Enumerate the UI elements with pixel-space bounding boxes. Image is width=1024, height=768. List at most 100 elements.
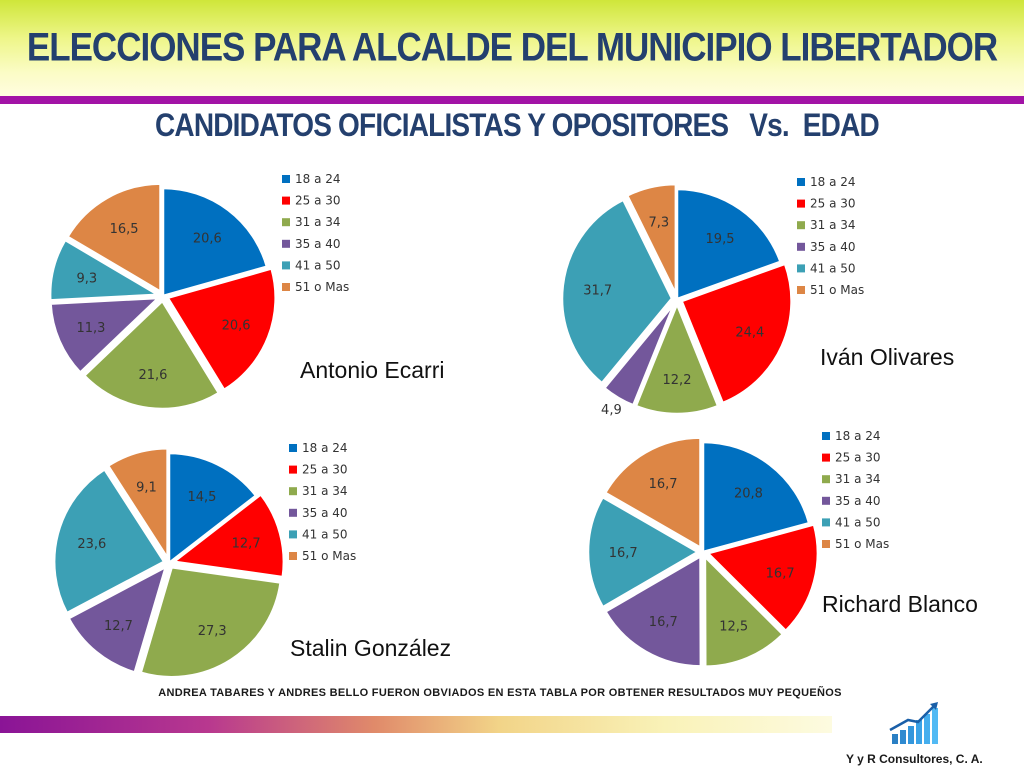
legend-swatch — [822, 432, 830, 440]
pie-slice-51-o-mas — [625, 182, 678, 295]
legend-entry: 25 a 30 — [295, 194, 341, 208]
legend-entry: 25 a 30 — [810, 197, 856, 211]
page-title: ELECCIONES PARA ALCALDE DEL MUNICIPIO LI… — [26, 25, 998, 70]
data-label: 16,7 — [649, 615, 678, 630]
legend-swatch — [797, 178, 805, 186]
pie-slice-41-a-50 — [560, 198, 674, 385]
pie-slice-41-a-50 — [52, 467, 166, 615]
data-label: 12,7 — [104, 619, 133, 634]
candidate-name: Stalin González — [290, 635, 451, 661]
pie-chart-1: 20,6 20,6 21,6 11,3 9,3 16,5 18 a 24 25 a 30 31 … — [48, 172, 444, 411]
data-label: 11,3 — [76, 321, 105, 336]
legend-entry: 51 o Mas — [295, 280, 349, 294]
data-label: 20,6 — [193, 231, 222, 246]
data-label: 16,7 — [649, 477, 678, 492]
data-label: 23,6 — [77, 537, 106, 552]
data-label: 24,4 — [735, 326, 764, 341]
legend-entry: 35 a 40 — [302, 506, 348, 520]
legend-swatch — [822, 540, 830, 548]
data-label: 12,7 — [232, 537, 261, 552]
legend-swatch — [822, 518, 830, 527]
legend-swatch — [797, 264, 805, 273]
legend-swatch — [289, 444, 297, 452]
data-label: 16,7 — [609, 546, 638, 561]
legend-entry: 35 a 40 — [810, 240, 856, 254]
pie-slice-31-a-34 — [634, 300, 720, 416]
legend-entry: 31 a 34 — [835, 472, 881, 486]
pie-slice-51-o-mas — [106, 446, 169, 563]
company-name: Y y R Consultores, C. A. — [846, 752, 983, 766]
legend-swatch — [289, 508, 297, 517]
legend-swatch — [822, 453, 830, 462]
pie-slice-35-a-40 — [602, 302, 676, 407]
legend-entry: 51 o Mas — [835, 537, 889, 551]
pie-chart-3: 14,5 12,7 27,3 12,7 23,6 9,1 18 a 24 25 a 30 31 … — [52, 441, 451, 679]
legend-swatch — [282, 239, 290, 248]
legend-entry: 18 a 24 — [835, 429, 881, 443]
data-label: 12,2 — [663, 373, 692, 388]
pie-slice-18-a-24 — [167, 451, 258, 566]
data-label: 16,5 — [110, 222, 139, 237]
legend-swatch — [282, 283, 290, 291]
pie-slice-18-a-24 — [161, 186, 269, 298]
legend-entry: 41 a 50 — [295, 258, 341, 272]
legend-swatch — [289, 552, 297, 560]
candidate-name: Richard Blanco — [822, 591, 978, 617]
legend-entry: 41 a 50 — [302, 527, 348, 541]
data-label: 27,3 — [198, 624, 227, 639]
data-label: 4,9 — [601, 403, 622, 418]
pie-slice-25-a-30 — [705, 522, 820, 633]
legend-entry: 18 a 24 — [302, 441, 348, 455]
pie-slice-18-a-24 — [701, 440, 811, 554]
data-label: 14,5 — [187, 490, 216, 505]
legend-entry: 41 a 50 — [835, 515, 881, 529]
candidate-name: Antonio Ecarri — [300, 357, 444, 383]
pie-slice-51-o-mas — [603, 436, 702, 550]
legend-entry: 25 a 30 — [302, 463, 348, 477]
legend-swatch — [282, 196, 290, 205]
company-logo-icon — [889, 702, 938, 744]
data-label: 20,8 — [734, 487, 763, 502]
legend-swatch — [822, 496, 830, 505]
pie-slice-41-a-50 — [48, 238, 163, 302]
pie-slice-31-a-34 — [703, 553, 785, 668]
pie-slice-31-a-34 — [82, 298, 221, 411]
legend-entry: 31 a 34 — [810, 218, 856, 232]
pie-slice-51-o-mas — [65, 182, 162, 294]
pie-slice-31-a-34 — [139, 565, 283, 679]
legend-entry: 31 a 34 — [295, 215, 341, 229]
legend-entry: 35 a 40 — [295, 237, 341, 251]
footnote: ANDREA TABARES Y ANDRES BELLO FUERON OBV… — [158, 687, 842, 699]
data-label: 16,7 — [766, 566, 795, 581]
pie-chart-2: 19,5 24,4 12,2 4,9 31,7 7,3 18 a 24 25 a 30 31 a… — [560, 175, 954, 418]
legend-entry: 31 a 34 — [302, 484, 348, 498]
pie-chart-4: 20,8 16,7 12,5 16,7 16,7 16,7 18 a 24 25 a 30 31… — [586, 429, 978, 668]
data-label: 9,1 — [136, 480, 157, 495]
header-divider — [0, 96, 1024, 104]
legend-swatch — [797, 199, 805, 208]
data-label: 12,5 — [719, 620, 748, 635]
data-label: 19,5 — [706, 232, 735, 247]
legend-swatch — [797, 242, 805, 251]
legend-entry: 18 a 24 — [295, 172, 341, 186]
pie-slice-25-a-30 — [170, 492, 286, 579]
page-subtitle: CANDIDATOS OFICIALISTAS Y OPOSITORES Vs.… — [155, 107, 880, 143]
pie-slice-18-a-24 — [675, 187, 783, 301]
legend-swatch — [282, 218, 290, 227]
candidate-name: Iván Olivares — [820, 344, 954, 370]
legend-entry: 35 a 40 — [835, 494, 881, 508]
legend-entry: 51 o Mas — [302, 549, 356, 563]
pie-slice-35-a-40 — [49, 296, 162, 375]
header-band — [0, 0, 1024, 97]
pie-slice-41-a-50 — [586, 495, 701, 609]
pie-slice-35-a-40 — [603, 554, 703, 668]
footer-gradient-bar — [0, 716, 832, 733]
legend-swatch — [797, 286, 805, 294]
legend-swatch — [282, 175, 290, 183]
legend-swatch — [797, 221, 805, 230]
legend-entry: 41 a 50 — [810, 261, 856, 275]
legend-swatch — [282, 261, 290, 270]
pie-slice-25-a-30 — [679, 262, 793, 405]
legend-entry: 51 o Mas — [810, 283, 864, 297]
